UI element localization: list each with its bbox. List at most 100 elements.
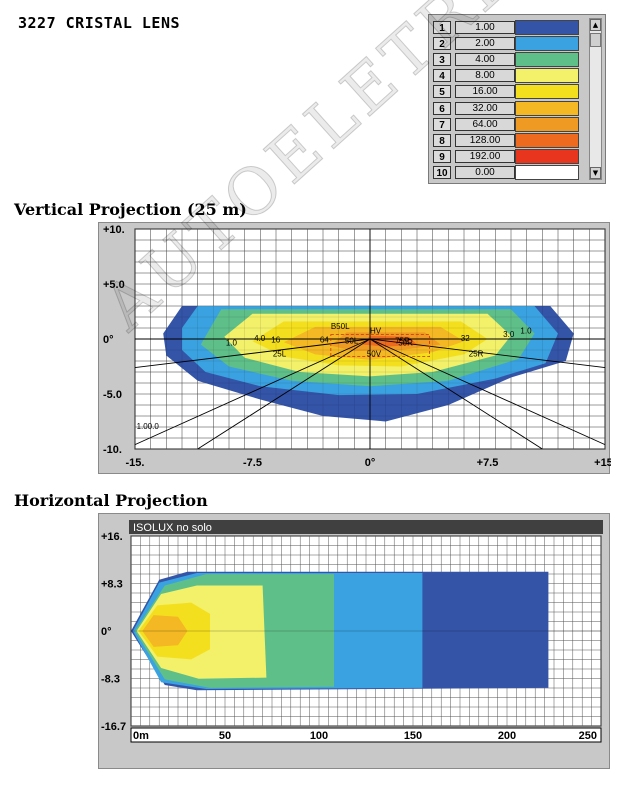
legend-value: 128.00	[455, 133, 515, 147]
legend-value: 8.00	[455, 69, 515, 83]
annotation-label: 32	[461, 334, 470, 343]
annotation-label: 75R	[395, 336, 410, 345]
y-tick-label: -10.	[103, 444, 122, 456]
legend-index: 5	[433, 85, 451, 99]
x-tick-label: 250	[579, 730, 597, 742]
x-tick-label: 100	[310, 730, 328, 742]
x-tick-label: +15.	[594, 457, 611, 469]
isolux-region	[142, 615, 188, 647]
x-tick-label: 0°	[365, 457, 376, 469]
reference-ray	[369, 338, 543, 450]
legend-row: 1 1.00	[433, 19, 579, 35]
annotation-label: HV	[370, 327, 382, 336]
test-zone-box	[330, 334, 430, 357]
legend-swatch	[515, 132, 579, 148]
annotation-label: 4.0	[254, 334, 266, 343]
legend-value: 16.00	[455, 85, 515, 99]
x-tick-label: +7.5	[477, 457, 499, 469]
y-tick-label: 0°	[101, 626, 112, 638]
color-legend: 1 1.00 2 2.00 3 4.00 4 8.00 5 16.00 6 32.00 7 64.00 8 1…	[428, 14, 606, 184]
legend-row: 10 0.00	[433, 165, 579, 181]
y-tick-label: -16.7	[101, 721, 126, 733]
legend-value: 32.00	[455, 101, 515, 115]
y-tick-label: +16.	[101, 531, 123, 543]
legend-value: 64.00	[455, 117, 515, 131]
y-tick-label: -8.3	[101, 674, 120, 686]
annotation-label: 1.0	[226, 339, 238, 348]
panel-header-bar	[129, 520, 603, 534]
legend-swatch	[515, 100, 579, 116]
legend-swatch	[515, 149, 579, 165]
legend-index: 6	[433, 101, 451, 115]
y-tick-label: -5.0	[103, 389, 122, 401]
annotation-label: 50V	[367, 350, 382, 359]
legend-value: 2.00	[455, 36, 515, 50]
legend-row: 2 2.00	[433, 35, 579, 51]
legend-row: 8 128.00	[433, 132, 579, 148]
horizontal-projection-panel: ISOLUX no solo 0m 50 100 150 200 250 +16. +8.3 0°…	[98, 513, 610, 769]
vertical-projection-chart: B50L HV 75R 50L 50R 50V 25L 25R 1.0 4.0 16 64 32 3.0 1…	[103, 224, 611, 469]
legend-swatch	[515, 116, 579, 132]
x-tick-label: -7.5	[243, 457, 262, 469]
annotation-label: 50L	[345, 336, 359, 345]
annotation-label: B50L	[331, 322, 350, 331]
legend-row: 4 8.00	[433, 68, 579, 84]
x-tick-label: 0m	[133, 730, 149, 742]
legend-swatch	[515, 35, 579, 51]
legend-row: 9 192.00	[433, 149, 579, 165]
annotation-label: 64	[320, 335, 329, 344]
legend-swatch	[515, 19, 579, 35]
y-tick-label: +8.3	[101, 579, 123, 591]
annotation-label: 1.0	[520, 327, 532, 336]
legend-index: 8	[433, 133, 451, 147]
reference-ray	[197, 338, 371, 450]
x-tick-label: 50	[219, 730, 231, 742]
annotation-label: 50R	[398, 339, 413, 348]
legend-index: 10	[433, 166, 451, 180]
x-tick-label: -15.	[126, 457, 145, 469]
reference-ray	[134, 338, 371, 446]
horizontal-projection-title: Horizontal Projection	[14, 491, 208, 510]
legend-index: 3	[433, 52, 451, 66]
legend-index: 4	[433, 69, 451, 83]
legend-swatch	[515, 68, 579, 84]
legend-value: 0.00	[455, 166, 515, 180]
legend-index: 1	[433, 20, 451, 34]
annotation-label: 16	[271, 335, 280, 344]
y-tick-label: +10.	[103, 224, 125, 236]
scroll-thumb[interactable]	[590, 33, 601, 47]
panel-label: ISOLUX no solo	[133, 522, 212, 534]
legend-scrollbar[interactable]: ▲ ▼	[589, 18, 602, 180]
legend-value: 1.00	[455, 20, 515, 34]
scroll-up-icon[interactable]: ▲	[590, 19, 601, 31]
scroll-down-icon[interactable]: ▼	[590, 167, 601, 179]
legend-index: 7	[433, 117, 451, 131]
horizontal-projection-chart: ISOLUX no solo 0m 50 100 150 200 250 +16. +8.3 0°…	[101, 520, 603, 743]
legend-swatch	[515, 165, 579, 181]
x-tick-label: 150	[404, 730, 422, 742]
vertical-projection-panel: B50L HV 75R 50L 50R 50V 25L 25R 1.0 4.0 16 64 32 3.0 1…	[98, 222, 611, 474]
vertical-projection-title: Vertical Projection (25 m)	[14, 200, 247, 219]
legend-row: 6 32.00	[433, 100, 579, 116]
legend-swatch	[515, 84, 579, 100]
legend-index: 9	[433, 150, 451, 164]
x-axis-bar	[130, 727, 602, 743]
isolux-contours	[131, 571, 549, 691]
legend-rows: 1 1.00 2 2.00 3 4.00 4 8.00 5 16.00 6 32.00 7 64.00 8 1…	[433, 19, 579, 181]
legend-row: 5 16.00	[433, 84, 579, 100]
annotation-label: 3.0	[503, 330, 515, 339]
y-tick-label: +5.0	[103, 279, 125, 291]
y-tick-label: 0°	[103, 334, 114, 346]
legend-value: 4.00	[455, 52, 515, 66]
reference-ray	[369, 338, 606, 369]
page-title: 3227 CRISTAL LENS	[18, 14, 181, 32]
annotation-label: 25R	[469, 350, 484, 359]
annotation-label: 1.00.0	[137, 422, 160, 431]
legend-index: 2	[433, 36, 451, 50]
legend-row: 3 4.00	[433, 51, 579, 67]
legend-value: 192.00	[455, 150, 515, 164]
annotation-label: 25L	[273, 350, 287, 359]
legend-row: 7 64.00	[433, 116, 579, 132]
x-tick-label: 200	[498, 730, 516, 742]
legend-swatch	[515, 51, 579, 67]
